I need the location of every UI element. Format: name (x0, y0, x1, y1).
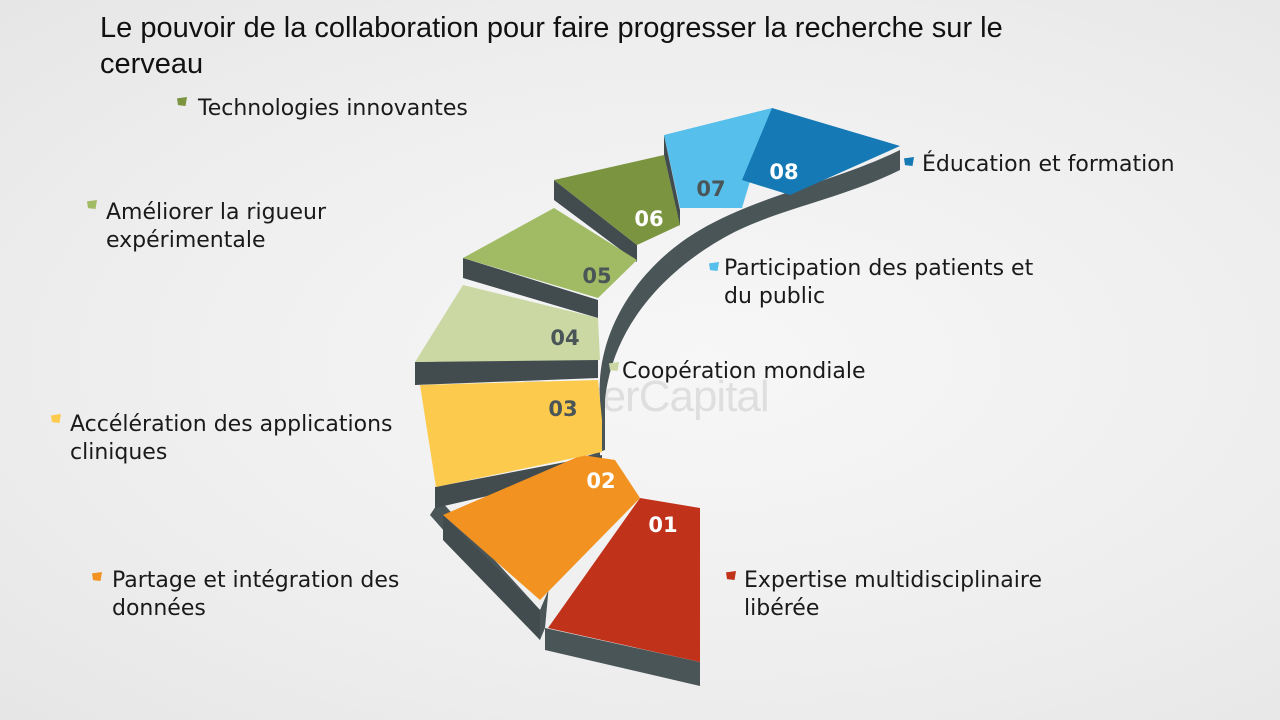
step-number-01: 01 (648, 513, 677, 537)
stair-riser-2 (443, 515, 540, 640)
label-technologies: Technologies innovantes (198, 96, 468, 121)
stair-riser-4 (415, 358, 598, 385)
stairs-spine (545, 628, 700, 686)
step-number-02: 02 (586, 469, 615, 493)
step-top-03 (420, 380, 602, 487)
step-number-08: 08 (769, 160, 798, 184)
step-top-04 (415, 285, 600, 362)
step-top-08 (742, 108, 900, 195)
label-rigueur: Améliorer la rigueur expérimentale (106, 200, 327, 253)
step-number-06: 06 (634, 207, 663, 231)
label-expertise: Expertise multidisciplinaire libérée (744, 568, 1042, 621)
stair-riser-6 (554, 180, 637, 262)
label-partage: Partage et intégration des données (112, 568, 400, 621)
step-number-04: 04 (550, 326, 579, 350)
step-top-06 (554, 155, 680, 245)
bullet-05 (87, 200, 97, 209)
step-number-05: 05 (582, 264, 611, 288)
label-education: Éducation et formation (922, 152, 1175, 177)
stair-riser-7 (664, 135, 680, 226)
bullet-01 (726, 571, 736, 580)
step-top-02 (443, 455, 640, 600)
label-participation: Participation des patients et du public (724, 256, 1034, 309)
bullet-02 (92, 572, 102, 581)
step-number-07: 07 (696, 177, 725, 201)
step-top-01 (548, 498, 700, 662)
bullet-03 (51, 414, 61, 423)
step-number-03: 03 (548, 397, 577, 421)
bullet-04 (609, 362, 619, 371)
label-cooperation: Coopération mondiale (622, 359, 866, 384)
bullet-07 (709, 262, 719, 271)
label-acceleration: Accélération des applications cliniques (70, 412, 393, 465)
stair-riser-5 (463, 258, 598, 318)
page-title: Le pouvoir de la collaboration pour fair… (100, 12, 1003, 80)
bullet-08 (904, 157, 914, 166)
step-top-07 (664, 108, 772, 208)
bullet-06 (177, 97, 187, 106)
step-top-05 (463, 208, 637, 298)
